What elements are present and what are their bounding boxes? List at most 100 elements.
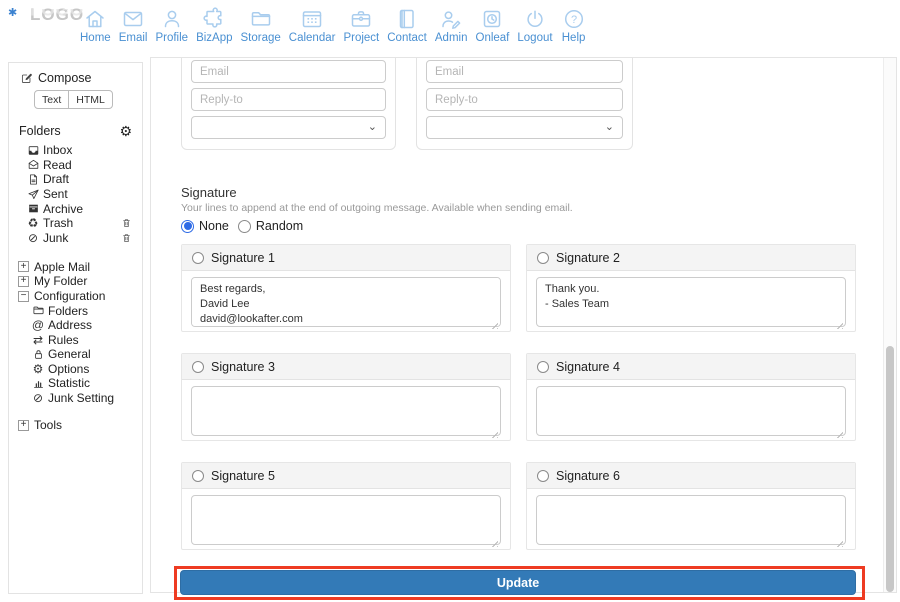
folders-header-label: Folders — [19, 124, 61, 138]
chevron-down-icon: ⌄ — [604, 121, 614, 133]
tree-node-label: General — [48, 347, 91, 362]
svg-text:?: ? — [571, 13, 577, 25]
compose-button[interactable]: Compose — [18, 71, 134, 85]
scrollbar-thumb[interactable] — [886, 346, 894, 592]
signature-4-textarea[interactable] — [536, 386, 846, 436]
tree-node-tools[interactable]: + Tools — [18, 418, 134, 433]
expand-icon[interactable]: + — [18, 261, 29, 273]
radio-button[interactable] — [192, 360, 204, 373]
empty-junk-trashcan-icon[interactable] — [121, 232, 132, 244]
reply-to-field[interactable] — [191, 88, 386, 111]
nav-item-email[interactable]: Email — [115, 6, 152, 44]
tree-node-rules[interactable]: ⇄ Rules — [31, 333, 134, 348]
nav-item-label: Storage — [240, 32, 281, 44]
folder-label: Trash — [43, 216, 74, 231]
sender-select[interactable]: ⌄ — [191, 116, 386, 139]
radio-label: None — [199, 219, 229, 233]
signature-grid: Signature 1 Signature 2 Signature 3 Signatu… — [181, 244, 856, 550]
tree-node-folders[interactable]: Folders — [31, 304, 134, 319]
signature-3-textarea[interactable] — [191, 386, 501, 436]
update-button[interactable]: Update — [180, 570, 856, 595]
tree-node-general[interactable]: General — [31, 347, 134, 362]
nav-item-contact[interactable]: Contact — [383, 6, 431, 44]
compose-mode-html[interactable]: HTML — [68, 90, 113, 109]
sidebar-folder-inbox[interactable]: Inbox — [26, 143, 134, 158]
inbox-icon — [26, 144, 40, 157]
signature-body — [182, 380, 510, 447]
tree-node-label: Statistic — [48, 376, 91, 391]
tree-node-options[interactable]: ⚙ Options — [31, 362, 134, 377]
signature-5-textarea[interactable] — [191, 495, 501, 545]
sidebar-folder-trash[interactable]: ♻ Trash — [26, 216, 134, 231]
sender-select[interactable]: ⌄ — [426, 116, 623, 139]
tree-node-junk-setting[interactable]: ⊘ Junk Setting — [31, 391, 134, 406]
signature-3-header[interactable]: Signature 3 — [182, 354, 510, 380]
nav-item-project[interactable]: Project — [339, 6, 383, 44]
tree-node-label: Folders — [48, 303, 89, 318]
radio-button[interactable] — [537, 360, 549, 373]
nav-item-calendar[interactable]: Calendar — [285, 6, 340, 44]
asterisk-icon: ✱ — [8, 7, 18, 19]
signature-mode-random[interactable]: Random — [237, 219, 304, 233]
nav-item-help[interactable]: ? Help — [557, 6, 591, 44]
signature-card-3: Signature 3 — [181, 353, 511, 441]
compose-mode-text[interactable]: Text — [34, 90, 70, 109]
tree-node-my-folder[interactable]: + My Folder — [18, 274, 134, 289]
document-icon — [26, 173, 40, 186]
nav-item-label: Calendar — [288, 32, 336, 44]
tree-node-configuration[interactable]: − Configuration — [18, 289, 134, 304]
email-field[interactable] — [191, 60, 386, 83]
tree-node-label: Configuration — [34, 289, 106, 304]
radio-button[interactable] — [537, 469, 549, 482]
nav-item-home[interactable]: Home — [76, 6, 115, 44]
account-cards-row: ⌄⌄ — [181, 58, 633, 150]
nav-item-admin[interactable]: Admin — [431, 6, 472, 44]
radio-button[interactable] — [192, 251, 204, 264]
folder-label: Draft — [43, 172, 70, 187]
email-field[interactable] — [426, 60, 623, 83]
signature-mode-none[interactable]: None — [181, 219, 229, 233]
signature-2-header[interactable]: Signature 2 — [527, 245, 855, 271]
sidebar-folder-junk[interactable]: ⊘ Junk — [26, 231, 134, 246]
clock-badge-icon — [479, 6, 505, 31]
scrollbar-track[interactable] — [883, 58, 896, 592]
compose-label: Compose — [38, 71, 92, 85]
radio-button[interactable] — [237, 219, 251, 233]
signature-1-header[interactable]: Signature 1 — [182, 245, 510, 271]
calendar-icon — [299, 6, 325, 31]
tree-node-statistic[interactable]: Statistic — [31, 376, 134, 391]
collapse-icon[interactable]: − — [18, 290, 29, 302]
signature-1-textarea[interactable] — [191, 277, 501, 327]
signature-6-textarea[interactable] — [536, 495, 846, 545]
reply-to-field[interactable] — [426, 88, 623, 111]
gear-icon[interactable]: ⚙ — [119, 123, 132, 139]
tree-node-address[interactable]: @ Address — [31, 318, 134, 333]
empty-trash-trashcan-icon[interactable] — [121, 217, 132, 229]
nav-item-label: Email — [118, 32, 148, 44]
radio-button[interactable] — [537, 251, 549, 264]
signature-body — [527, 489, 855, 556]
nav-item-profile[interactable]: Profile — [151, 6, 192, 44]
account-card-1: ⌄ — [181, 58, 396, 150]
sidebar-folder-draft[interactable]: Draft — [26, 172, 134, 187]
nav-item-bizapp[interactable]: BizApp — [192, 6, 236, 44]
nav-item-logout[interactable]: Logout — [513, 6, 556, 44]
signature-5-header[interactable]: Signature 5 — [182, 463, 510, 489]
radio-label: Random — [255, 219, 304, 233]
sidebar-folder-read[interactable]: Read — [26, 158, 134, 173]
expand-icon[interactable]: + — [18, 275, 29, 287]
nav-item-onleaf[interactable]: Onleaf — [472, 6, 514, 44]
signature-4-header[interactable]: Signature 4 — [527, 354, 855, 380]
radio-button[interactable] — [192, 469, 204, 482]
signature-2-textarea[interactable] — [536, 277, 846, 327]
nav-item-storage[interactable]: Storage — [237, 6, 285, 44]
sidebar-folder-archive[interactable]: Archive — [26, 201, 134, 216]
tree-node-label: Address — [48, 318, 93, 333]
sidebar-folder-sent[interactable]: Sent — [26, 187, 134, 202]
radio-button[interactable] — [181, 219, 194, 233]
tree-node-apple-mail[interactable]: + Apple Mail — [18, 259, 134, 274]
compose-mode-group: Text HTML — [34, 90, 113, 109]
expand-icon[interactable]: + — [18, 419, 29, 431]
signature-6-header[interactable]: Signature 6 — [527, 463, 855, 489]
tree-node-label: Apple Mail — [34, 259, 91, 274]
